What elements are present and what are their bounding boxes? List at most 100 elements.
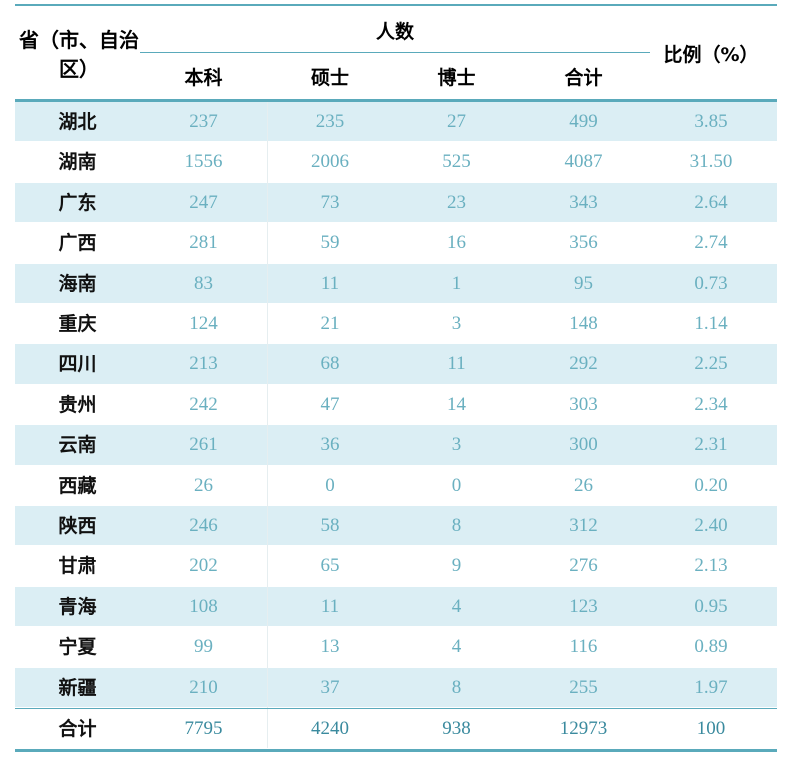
cell-value: 300 [569,434,598,456]
cell-value: 202 [189,555,218,577]
region-name: 云南 [58,434,97,457]
region-name: 宁夏 [58,636,97,659]
cell-value: 65 [320,555,340,577]
region-name: 甘肃 [58,555,97,578]
cell-value: 123 [569,595,598,617]
cell-value: 235 [315,111,345,132]
cell-value: 343 [569,191,598,213]
cell-value: 0.73 [694,272,728,294]
cell-value: 31.50 [689,151,733,173]
cell-value: 4240 [311,718,349,739]
cell-value: 242 [189,393,218,415]
cell-value: 499 [569,111,598,132]
cell-value: 213 [189,353,218,375]
region-name: 新疆 [58,676,97,699]
cell-value: 210 [189,676,218,698]
cell-value: 2006 [311,151,349,173]
cell-value: 21 [320,313,340,334]
cell-value: 246 [189,515,218,536]
cell-value: 0 [325,474,335,496]
cell-value: 356 [569,232,598,254]
cell-value: 247 [189,191,218,213]
cell-value: 9 [451,555,462,577]
column-header: 博士 [437,67,476,89]
region-name: 西藏 [58,474,97,497]
count-group-header: 人数 [375,21,414,43]
cell-value: 938 [442,718,471,739]
ratio-header: 比例（%） [663,44,759,66]
cell-value: 26 [574,474,593,496]
cell-value: 1.14 [694,313,728,334]
row-stripe [15,667,777,707]
region-name: 贵州 [58,393,97,416]
cell-value: 1556 [184,151,223,173]
cell-value: 16 [447,232,466,254]
cell-value: 73 [320,191,340,213]
total-rule [15,708,777,709]
cell-value: 8 [451,676,462,698]
header-rule [15,99,777,102]
region-name: 广西 [58,232,97,255]
region-name: 重庆 [58,313,97,335]
row-stripe [15,102,777,142]
row-stripe [15,344,777,384]
cell-value: 292 [569,353,598,375]
cell-value: 3 [451,313,462,334]
cell-value: 525 [442,151,471,173]
cell-value: 281 [189,232,218,254]
cell-value: 148 [569,313,598,334]
column-divider [267,102,268,749]
cell-value: 68 [320,353,340,375]
cell-value: 2.25 [694,353,728,375]
cell-value: 4 [451,636,462,658]
region-name: 海南 [58,272,97,295]
cell-value: 1.97 [694,676,728,698]
cell-value: 58 [320,515,340,536]
cell-value: 12973 [559,718,608,739]
row-stripe [15,263,777,303]
cell-value: 303 [569,393,598,415]
cell-value: 14 [447,393,466,415]
cell-value: 23 [447,191,466,213]
cell-value: 59 [320,232,340,254]
cell-value: 4 [451,595,462,617]
region-name: 青海 [58,595,97,618]
cell-value: 11 [320,595,340,617]
cell-value: 99 [194,636,213,658]
column-header: 本科 [184,67,223,89]
cell-value: 4087 [564,151,603,173]
cell-value: 3 [451,434,462,456]
top-rule [15,4,777,6]
row-stripe [15,506,777,546]
cell-value: 1 [451,272,462,294]
cell-value: 255 [569,676,598,698]
column-header: 合计 [564,67,603,89]
cell-value: 2.13 [694,555,728,577]
cell-value: 2.64 [694,191,728,213]
cell-value: 116 [569,636,598,658]
cell-value: 47 [320,393,340,415]
cell-value: 8 [451,515,462,536]
cell-value: 83 [194,272,213,294]
row-stripe [15,425,777,465]
cell-value: 3.85 [694,111,728,132]
bottom-rule [15,749,777,753]
cell-value: 100 [696,718,726,739]
cell-value: 261 [189,434,218,456]
cell-value: 26 [194,474,213,496]
cell-value: 124 [189,313,218,334]
cell-value: 36 [320,434,340,456]
cell-value: 0.95 [694,595,728,617]
cell-value: 2.40 [694,515,728,536]
region-name: 广东 [58,191,97,214]
region-name: 湖北 [58,111,97,133]
cell-value: 11 [320,272,340,294]
region-name: 陕西 [58,515,97,537]
region-name: 合计 [58,718,97,740]
row-stripe [15,182,777,223]
cell-value: 2.74 [694,232,728,254]
cell-value: 108 [189,595,218,617]
region-header: 省（市、自治区） [19,28,139,81]
cell-value: 11 [447,353,466,375]
